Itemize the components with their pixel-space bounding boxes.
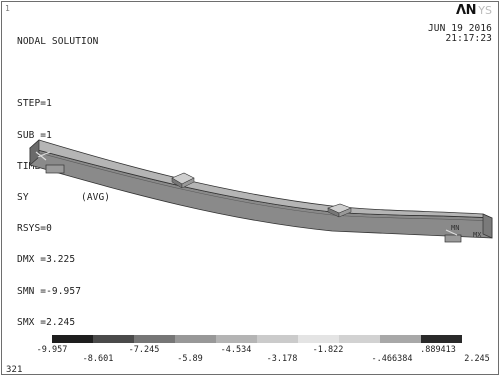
load-pad-right	[327, 203, 352, 218]
time-stamp: 21:17:23	[445, 33, 492, 44]
legend-swatch	[421, 335, 462, 343]
right-constraint-marker	[445, 229, 458, 236]
ansys-logo: ΛN	[456, 3, 476, 18]
window-number: 1	[5, 4, 10, 13]
legend-swatch	[93, 335, 134, 343]
right-support-block	[444, 234, 462, 243]
legend-label: -9.957	[36, 345, 68, 355]
info-line: SY (AVG)	[17, 191, 111, 203]
info-line: STEP=1	[17, 98, 52, 110]
load-pad-left	[171, 172, 195, 189]
contour-legend-bar	[52, 335, 462, 343]
info-line: DMX =3.225	[17, 254, 76, 266]
max-marker: MX	[473, 231, 482, 239]
info-line: SMN =-9.957	[17, 285, 82, 297]
legend-swatch	[380, 335, 421, 343]
legend-swatch	[339, 335, 380, 343]
info-line: SUB =1	[17, 129, 52, 141]
legend-label: -.466384	[371, 354, 413, 364]
date-stamp: JUN 19 2016	[427, 23, 492, 34]
left-support-block	[45, 164, 65, 174]
legend-swatch	[298, 335, 339, 343]
legend-label: -7.245	[128, 345, 160, 355]
beam-right-end	[482, 213, 493, 239]
legend-label: -1.822	[312, 345, 344, 355]
legend-swatch	[216, 335, 257, 343]
footer-number: 321	[6, 365, 23, 375]
legend-label: 2.245	[464, 354, 490, 364]
legend-label: -3.178	[266, 354, 298, 364]
left-constraint-marker	[35, 151, 51, 161]
info-line: RSYS=0	[17, 223, 52, 235]
legend-label: -4.534	[220, 345, 252, 355]
legend-label: -5.89	[177, 354, 203, 364]
beam-edge-line	[31, 150, 491, 222]
info-line: SMX =2.245	[17, 316, 76, 328]
info-line: NODAL SOLUTION	[17, 36, 99, 47]
min-marker: MN	[451, 224, 460, 232]
legend-swatch	[257, 335, 298, 343]
legend-label: -8.601	[82, 354, 114, 364]
legend-swatch	[52, 335, 93, 343]
legend-swatch	[175, 335, 216, 343]
legend-swatch	[134, 335, 175, 343]
legend-label: .889413	[420, 345, 456, 355]
ansys-logo-tail: YS	[478, 4, 492, 17]
